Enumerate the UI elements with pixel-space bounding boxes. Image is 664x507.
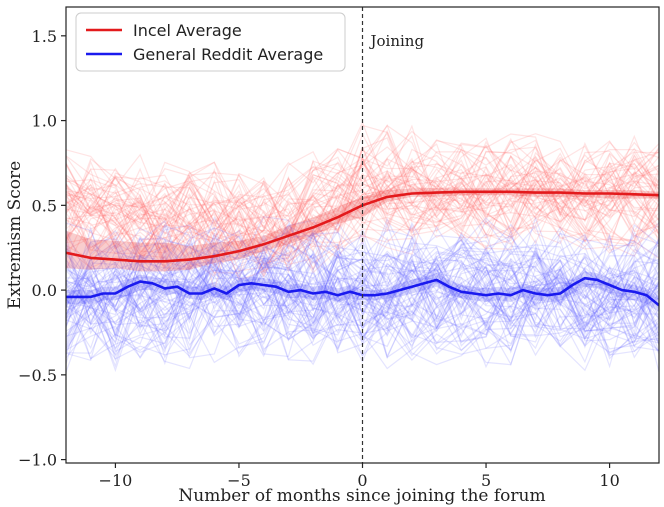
y-axis-ticks: −1.0 −0.5 0.0 0.5 1.0 1.5 <box>18 27 66 470</box>
trajectory-incel <box>66 156 659 271</box>
trajectory-incel <box>66 168 659 272</box>
trajectory-incel <box>66 140 659 247</box>
y-tick-label: 0.5 <box>32 196 57 215</box>
trajectory-general-reddit <box>66 252 659 353</box>
trajectory-general-reddit <box>66 225 659 321</box>
trajectory-general-reddit <box>66 219 659 308</box>
trajectory-general-reddit <box>66 268 659 360</box>
trajectory-incel <box>66 158 659 273</box>
x-tick-label: 5 <box>481 471 491 490</box>
y-tick-label: 1.5 <box>32 27 57 46</box>
trajectory-incel <box>66 154 659 265</box>
trajectory-incel <box>66 165 659 277</box>
trajectory-general-reddit <box>66 281 659 362</box>
trajectory-general-reddit <box>66 265 659 363</box>
trajectory-general-reddit <box>66 245 659 340</box>
trajectory-general-reddit <box>66 217 659 315</box>
trajectory-incel <box>66 156 659 251</box>
x-tick-label: 10 <box>599 471 619 490</box>
trajectory-general-reddit <box>66 280 659 373</box>
trajectory-incel <box>66 169 659 278</box>
trajectory-incel <box>66 124 659 239</box>
trajectory-general-reddit <box>66 259 659 352</box>
trajectory-general-reddit <box>66 234 659 327</box>
trajectory-general-reddit <box>66 259 659 354</box>
trajectory-incel <box>66 142 659 247</box>
x-axis-ticks: −10 −5 0 5 10 <box>99 463 620 490</box>
trajectory-general-reddit <box>66 221 659 300</box>
trajectory-general-reddit <box>66 279 659 370</box>
legend-label-incel: Incel Average <box>133 21 242 40</box>
trajectory-incel <box>66 178 659 276</box>
trajectory-incel <box>66 157 659 255</box>
trajectory-general-reddit <box>66 252 659 348</box>
y-tick-label: −1.0 <box>18 451 57 470</box>
confidence-bands <box>66 188 659 313</box>
trajectory-general-reddit <box>66 274 659 373</box>
trajectory-incel <box>66 172 659 273</box>
trajectory-general-reddit <box>66 243 659 338</box>
trajectory-incel <box>66 180 659 272</box>
trajectory-general-reddit <box>66 277 659 373</box>
trajectory-general-reddit <box>66 236 659 320</box>
trajectory-incel <box>66 165 659 274</box>
trajectory-incel <box>66 146 659 262</box>
y-tick-label: 0.0 <box>32 281 57 300</box>
trajectory-incel <box>66 177 659 266</box>
joining-marker: Joining <box>361 7 425 463</box>
trajectory-general-reddit <box>66 238 659 334</box>
trajectory-incel <box>66 176 659 274</box>
y-axis-label: Extremism Score <box>5 161 25 309</box>
trajectory-general-reddit <box>66 234 659 335</box>
trajectory-incel <box>66 172 659 281</box>
trajectory-general-reddit <box>66 217 659 309</box>
trajectory-incel <box>66 155 659 251</box>
x-tick-label: −5 <box>227 471 251 490</box>
trajectory-general-reddit <box>66 232 659 327</box>
trajectory-incel <box>66 150 659 239</box>
x-axis-label: Number of months since joining the forum <box>178 486 545 506</box>
legend-box <box>75 12 346 72</box>
trajectory-general-reddit <box>66 226 659 326</box>
trajectory-incel <box>66 179 659 266</box>
trajectory-incel <box>66 146 659 241</box>
trajectory-general-reddit <box>66 262 659 359</box>
trajectory-incel <box>66 157 659 266</box>
trajectory-incel <box>66 124 659 240</box>
y-tick-label: 1.0 <box>32 112 57 131</box>
legend-label-general-reddit: General Reddit Average <box>133 45 323 64</box>
trajectory-incel <box>66 124 659 226</box>
trajectory-incel <box>66 146 659 265</box>
trajectory-general-reddit <box>66 227 659 318</box>
trajectory-incel <box>66 140 659 246</box>
x-tick-label: −10 <box>99 471 133 490</box>
trajectory-incel <box>66 139 659 228</box>
trajectory-general-reddit <box>66 238 659 339</box>
band-incel <box>66 188 659 272</box>
legend: Incel Average General Reddit Average <box>75 12 346 72</box>
joining-label: Joining <box>369 32 425 50</box>
trajectory-general-reddit <box>66 223 659 322</box>
trajectory-incel <box>66 165 659 255</box>
x-tick-label: 0 <box>357 471 367 490</box>
trajectory-general-reddit <box>66 255 659 358</box>
trajectory-general-reddit <box>66 253 659 353</box>
band-general-reddit <box>66 271 659 313</box>
y-tick-label: −0.5 <box>18 366 57 385</box>
